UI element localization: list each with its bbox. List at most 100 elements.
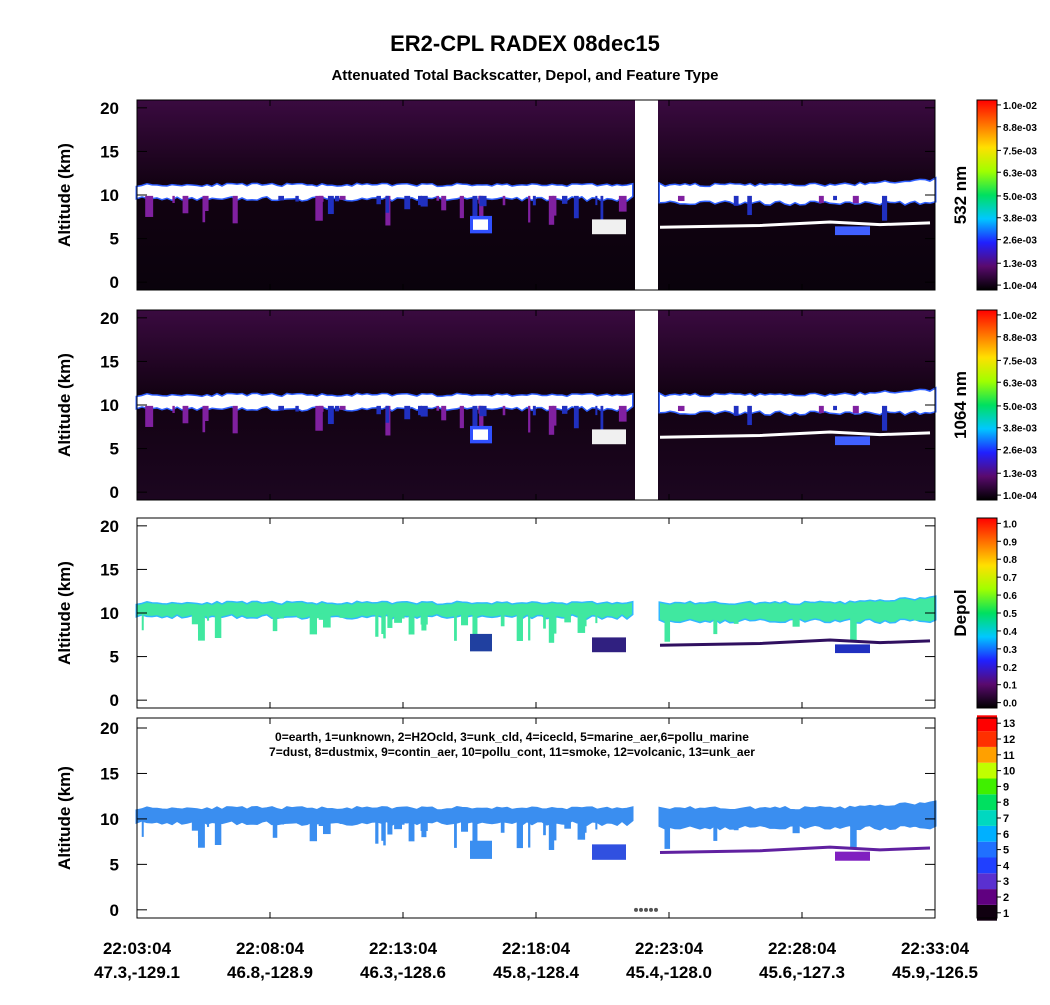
cloud-layer: [137, 807, 632, 825]
cloud-streak: [191, 613, 200, 625]
y-tick-label: 0: [110, 273, 119, 292]
surface-mark: [654, 907, 658, 912]
cloud-streak: [454, 819, 457, 848]
colorbar-tick-label: 2.6e-03: [1003, 446, 1037, 457]
colorbar-swatch: [977, 778, 997, 795]
cloud-streak: [561, 405, 568, 414]
colorbar-tick-label: 0.5: [1003, 609, 1017, 620]
cloud-streak: [677, 405, 685, 412]
cloud-streak: [502, 195, 506, 206]
cloud-streak: [315, 819, 322, 825]
cloud-streak: [278, 195, 284, 201]
colorbar-label: 532 nm: [951, 166, 970, 225]
cloud-streak: [232, 405, 238, 434]
colorbar-swatch: [977, 825, 997, 842]
cloud-streak: [833, 405, 838, 411]
colorbar-tick-label: 6: [1003, 829, 1009, 841]
data-gap: [635, 310, 658, 500]
cloud-streak: [421, 613, 427, 631]
cloud-streak: [913, 613, 919, 621]
cloud-streak: [322, 819, 331, 835]
cloud-streak: [713, 819, 718, 841]
colorbar-tick-label: 7.5e-03: [1003, 356, 1037, 367]
cloud-streak: [436, 405, 440, 411]
aerosol-blob: [835, 436, 870, 446]
colorbar-frame: [976, 99, 998, 291]
y-tick-label: 10: [100, 810, 119, 829]
cloud-streak: [528, 613, 531, 641]
cloud-streak: [850, 613, 857, 642]
cloud-streak: [543, 613, 546, 629]
cloud-streak: [197, 613, 205, 641]
colorbar-tick-label: 11: [1003, 750, 1015, 762]
x-tick-position: 45.8,-128.4: [493, 963, 580, 982]
cloud-streak: [421, 819, 427, 838]
colorbar-tick-label: 0.8: [1003, 555, 1017, 566]
cloud-streak: [272, 819, 278, 838]
cloud-streak: [182, 195, 189, 214]
cloud-streak: [583, 613, 587, 627]
cloud-streak: [436, 195, 440, 201]
cloud-streak: [862, 819, 865, 826]
cloud-streak: [862, 613, 865, 620]
surface-mark: [639, 907, 643, 912]
cloud-streak: [322, 613, 331, 628]
surface-mark: [634, 907, 638, 912]
colorbar-tick-label: 0.0: [1003, 699, 1017, 710]
cloud-streak: [295, 405, 299, 412]
cloud-streak: [733, 613, 739, 624]
y-tick-label: 20: [100, 99, 119, 118]
cloud-streak: [145, 405, 154, 427]
cloud-streak: [583, 819, 587, 833]
x-tick-label: 22:18:04: [502, 939, 571, 958]
cloud-streak: [479, 195, 487, 207]
aerosol-layer: [659, 220, 931, 229]
cloud-streak: [850, 819, 857, 849]
cloud-streak: [818, 195, 824, 204]
cloud-streak: [552, 195, 557, 216]
cloud-streak: [852, 405, 859, 414]
aerosol-layer: [659, 430, 931, 439]
cloud-streak: [214, 819, 222, 845]
y-tick-label: 5: [110, 230, 119, 249]
colorbar-swatch: [977, 841, 997, 858]
cloud-streak: [339, 195, 346, 200]
cloud-streak: [713, 613, 718, 635]
cloud-streak: [747, 405, 752, 426]
cloud-streak: [502, 405, 506, 416]
x-tick-label: 22:28:04: [768, 939, 837, 958]
colorbar-tick-label: 1.3e-03: [1003, 259, 1037, 270]
cloud-streak: [516, 613, 523, 641]
y-axis-label: Altitude (km): [55, 561, 74, 665]
cloud-streak: [595, 405, 598, 416]
colorbar-tick-label: 0.2: [1003, 663, 1017, 674]
cloud-streak: [202, 195, 206, 223]
cloud-streak: [278, 613, 284, 619]
cloud-streak: [852, 819, 859, 828]
aerosol-blob: [835, 644, 870, 654]
cloud-streak: [472, 405, 478, 436]
legend-text: 7=dust, 8=dustmix, 9=contin_aer, 10=poll…: [269, 745, 755, 759]
cloud-streak: [577, 613, 586, 633]
cloud-layer: [137, 184, 632, 201]
cloud-streak: [315, 405, 323, 431]
colorbar-tick-label: 6.3e-03: [1003, 168, 1037, 179]
cloud-streak: [516, 819, 523, 849]
colorbar-label: 1064 nm: [951, 371, 970, 439]
cloud-streak: [327, 195, 334, 215]
cloud-blob: [473, 429, 488, 440]
cloud-streak: [548, 405, 555, 435]
cloud-streak: [339, 405, 346, 410]
cloud-streak: [459, 195, 464, 219]
cloud-streak: [387, 819, 393, 835]
cloud-streak: [441, 195, 447, 211]
cloud-streak: [552, 819, 557, 841]
cloud-streak: [309, 613, 318, 635]
colorbar-tick-label: 1.0e-02: [1003, 311, 1037, 322]
data-gap: [635, 100, 658, 290]
cloud-streak: [543, 819, 546, 836]
cloud-streak: [792, 613, 800, 627]
colorbar-tick-label: 0.1: [1003, 681, 1017, 692]
cloud-streak: [528, 819, 531, 848]
x-tick-position: 46.3,-128.6: [360, 963, 446, 982]
